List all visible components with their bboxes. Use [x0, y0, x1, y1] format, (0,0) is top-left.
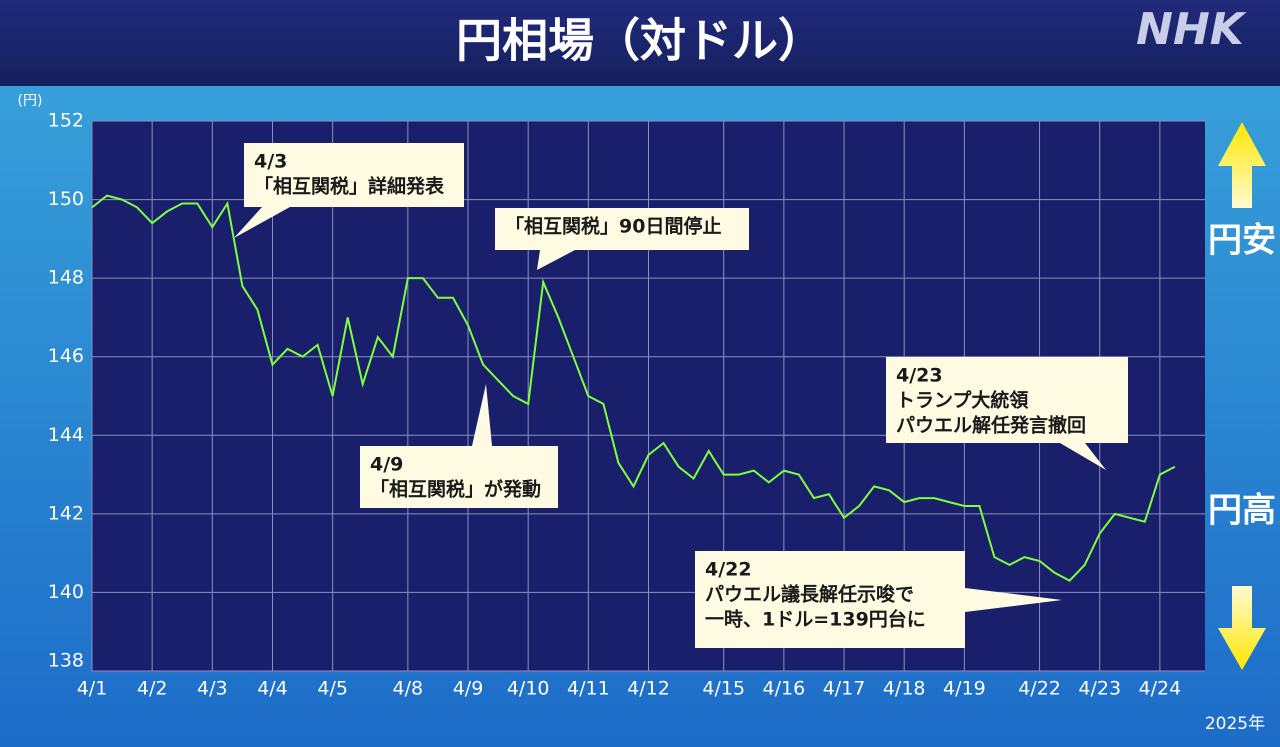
callout-box	[360, 446, 558, 508]
x-tick-label: 4/16	[763, 678, 806, 700]
x-tick-label: 4/18	[883, 678, 926, 700]
x-tick-label: 4/15	[702, 678, 745, 700]
callout-text: パウエル解任発言撤回	[896, 414, 1086, 437]
callout-pointer	[537, 250, 575, 270]
callout-pointer	[234, 207, 290, 238]
y-tick-label: 144	[48, 424, 84, 446]
callout-box	[495, 208, 749, 250]
callout-text: 「相互関税」が発動	[370, 478, 541, 501]
x-tick-label: 4/3	[197, 678, 228, 700]
x-tick-label: 4/1	[77, 678, 108, 700]
x-tick-label: 4/10	[507, 678, 550, 700]
callout-text: 4/3	[254, 151, 287, 173]
title-band	[0, 0, 1280, 86]
arrow-up	[1218, 122, 1266, 208]
logo: NHK	[1136, 4, 1247, 55]
callout-pointer	[472, 384, 492, 446]
y-unit: (円)	[18, 93, 43, 109]
y-tick-label: 140	[48, 581, 84, 603]
callout-text: 「相互関税」詳細発表	[254, 175, 445, 198]
callout-text: 4/22	[705, 559, 752, 581]
price-line	[91, 194, 1176, 582]
callout-text: 4/23	[896, 365, 943, 387]
callout-text: トランプ大統領	[896, 389, 1029, 412]
arrow-down	[1218, 586, 1266, 670]
side-label-bottom: 円高	[1208, 491, 1276, 531]
callout-pointer	[965, 588, 1062, 612]
x-tick-label: 4/11	[567, 678, 610, 700]
year-label: 2025年	[1205, 714, 1265, 734]
x-tick-label: 4/9	[453, 678, 484, 700]
callout-text: パウエル議長解任示唆で	[705, 583, 914, 606]
callout-box	[886, 357, 1128, 443]
y-tick-label: 138	[48, 650, 84, 672]
callout-text: 一時、1ドル=139円台に	[705, 608, 926, 631]
y-tick-label: 142	[48, 502, 84, 524]
x-tick-label: 4/17	[823, 678, 866, 700]
x-tick-label: 4/5	[317, 678, 348, 700]
x-tick-label: 4/8	[393, 678, 424, 700]
callout-text: 4/9	[370, 454, 403, 476]
y-tick-label: 146	[48, 345, 84, 367]
chart-title: 円相場（対ドル）	[456, 14, 824, 68]
x-tick-label: 4/19	[943, 678, 986, 700]
x-tick-label: 4/12	[627, 678, 670, 700]
callout-box	[695, 551, 965, 648]
x-tick-label: 4/23	[1078, 678, 1121, 700]
callout-pointer	[1060, 443, 1106, 470]
side-label-top: 円安	[1208, 221, 1276, 261]
callout-text: 「相互関税」90日間停止	[505, 215, 721, 238]
y-tick-label: 150	[48, 188, 84, 210]
callout-box	[244, 143, 464, 207]
x-tick-label: 4/22	[1018, 678, 1061, 700]
x-tick-label: 4/2	[137, 678, 168, 700]
x-tick-label: 4/4	[257, 678, 288, 700]
x-tick-label: 4/24	[1139, 678, 1182, 700]
y-tick-label: 152	[48, 110, 84, 132]
y-tick-label: 148	[48, 267, 84, 289]
